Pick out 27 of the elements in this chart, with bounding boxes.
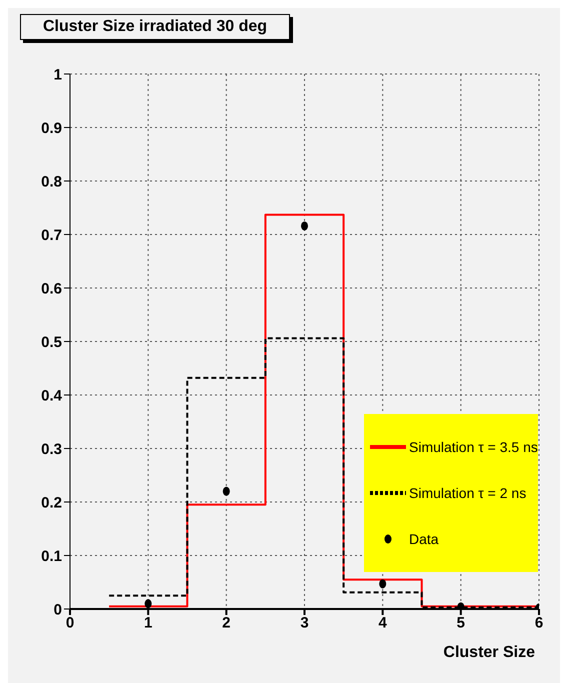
y-tick-label: 0.2 <box>41 494 62 512</box>
x-tick-label: 4 <box>378 614 388 632</box>
y-tick-label: 0.3 <box>41 440 62 458</box>
y-tick-label: 0 <box>54 601 62 618</box>
y-tick-label: 0.1 <box>41 548 62 565</box>
y-tick-label: 0.4 <box>41 387 63 404</box>
y-tick-label: 0.5 <box>41 334 62 351</box>
point <box>222 486 230 496</box>
y-tick-label: 1 <box>54 66 62 84</box>
y-tick-label: 0.9 <box>41 120 62 137</box>
chart-title: Cluster Size irradiated 30 deg <box>20 14 290 40</box>
point <box>144 599 152 608</box>
x-tick-label: 5 <box>456 614 466 632</box>
point <box>379 579 386 588</box>
legend-label: Data <box>409 531 439 547</box>
y-tick-label: 0.7 <box>41 226 62 244</box>
x-tick-label: 1 <box>144 614 152 632</box>
x-axis-title: Cluster Size <box>443 644 536 661</box>
x-tick-label: 3 <box>300 614 309 632</box>
point <box>301 221 308 230</box>
y-tick-label: 0.6 <box>41 280 62 298</box>
legend-label: Simulation τ = 2 ns <box>409 485 526 501</box>
y-tick-label: 0.8 <box>41 173 62 190</box>
legend-label: Simulation τ = 3.5 ns <box>409 439 538 455</box>
x-tick-label: 0 <box>66 614 74 632</box>
x-tick-label: 6 <box>534 614 544 632</box>
x-tick-label: 2 <box>222 614 231 632</box>
